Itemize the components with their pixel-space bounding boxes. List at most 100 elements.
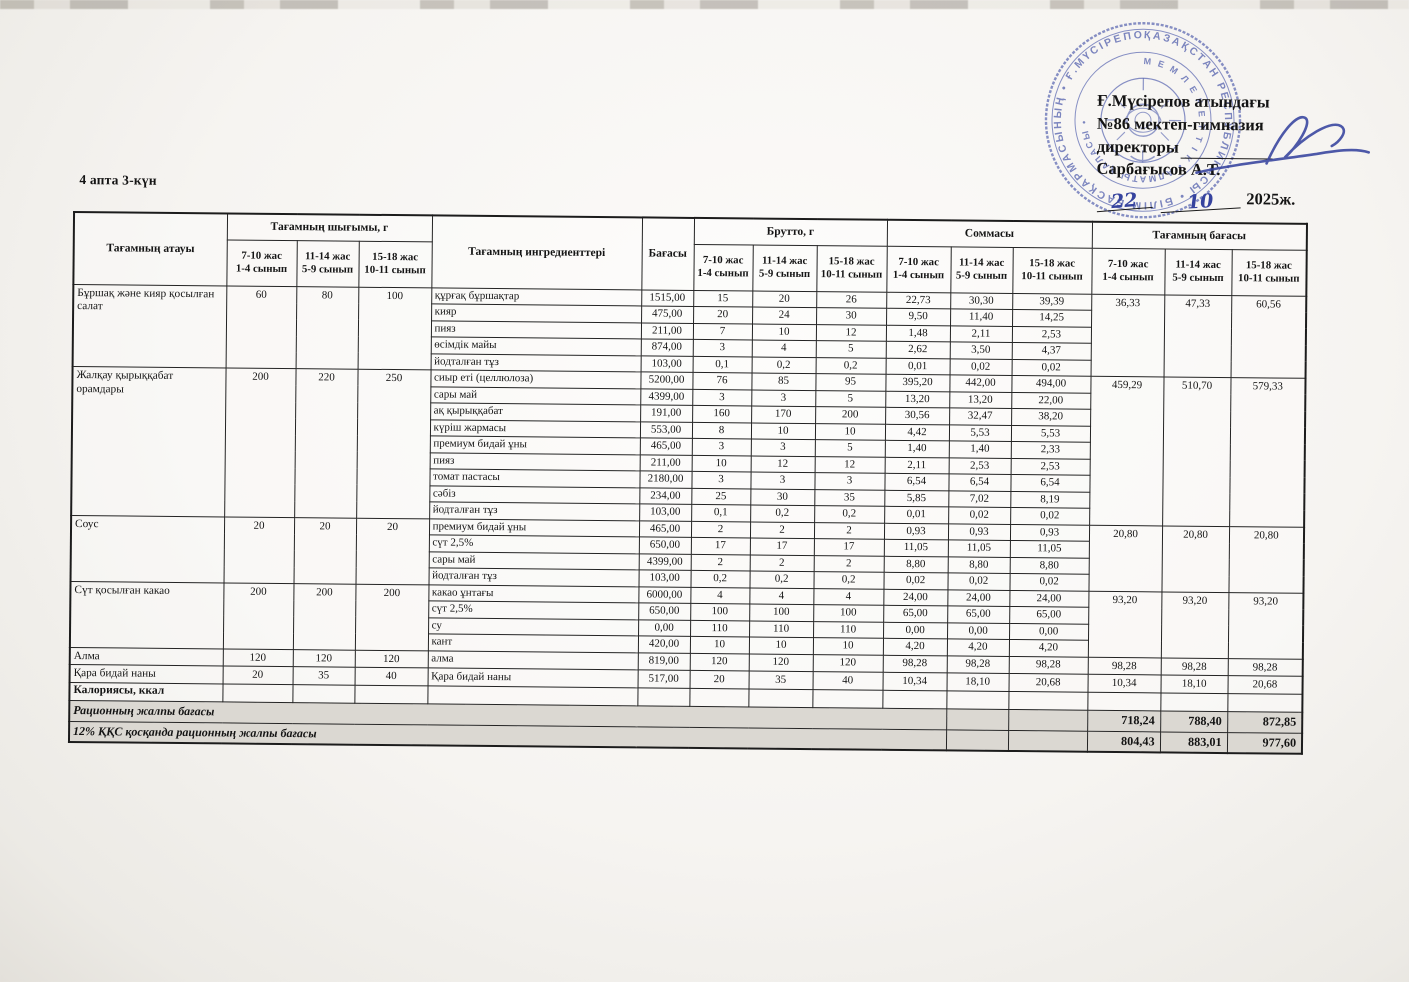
brutto-cell: 20 [689,670,749,689]
brutto-cell: 4 [813,588,884,606]
sum-cell: 98,28 [1008,655,1088,675]
sum-cell: 0,02 [1009,573,1089,591]
brutto-cell: 10 [748,636,814,655]
brutto-cell: 12 [750,455,815,473]
total-value-cell: 718,24 [1087,709,1161,732]
brutto-cell: 0,2 [815,357,886,375]
brutto-cell: 120 [748,653,813,672]
brutto-cell: 76 [692,372,752,390]
brutto-cell: 10 [689,636,750,654]
sum-cell: 24,00 [947,589,1010,607]
brutto-cell: 25 [691,487,751,505]
sum-cell: 65,00 [947,605,1010,623]
brutto-cell: 30 [750,488,815,506]
empty-cell [637,687,690,706]
brutto-cell: 100 [749,603,814,622]
dish-price-cell: 93,20 [1087,590,1162,658]
ingredient-price-cell: 0,00 [638,619,691,637]
dish-output-cell: 35 [292,666,355,685]
empty-cell [1008,708,1088,731]
empty-cell [1008,690,1088,710]
dish-name-cell: Алма [69,646,223,666]
dish-output-cell: 40 [354,667,428,686]
sum-cell: 11,05 [1009,540,1089,558]
brutto-cell: 10 [812,637,884,655]
brutto-cell: 110 [690,619,750,637]
dish-price-cell: 98,28 [1227,658,1303,677]
total-value-cell: 977,60 [1226,732,1303,754]
brutto-cell: 95 [815,373,886,391]
brutto-cell: 5 [815,340,886,358]
col-header-age-group: 7-10 жас 1-4 сынып [693,243,753,291]
sum-cell: 2,11 [884,456,949,474]
dish-price-cell: 20,68 [1227,675,1303,694]
sum-cell: 0,93 [1009,523,1090,542]
brutto-cell: 3 [751,389,816,407]
dish-output-cell: 20 [355,517,430,585]
dish-price-cell: 98,28 [1160,657,1228,676]
sum-cell: 22,00 [1011,391,1091,410]
sum-cell: 0,02 [883,572,948,590]
sum-cell: 4,42 [884,423,950,441]
dish-output-cell: 120 [222,648,293,667]
sum-cell: 10,34 [882,672,947,691]
dish-output-cell: 100 [357,286,432,370]
sum-cell: 4,37 [1011,342,1091,360]
col-header-age-group: 11-14 жас 5-9 сынып [1164,248,1232,296]
dish-name-cell: Қара бидай наны [69,664,223,684]
empty-cell [427,685,638,706]
sum-cell: 8,80 [1009,556,1089,575]
ingredient-price-cell: 103,00 [639,503,692,521]
brutto-cell: 5 [815,390,886,408]
ingredient-name-cell: йодталған тұз [428,567,639,587]
dish-price-cell: 93,20 [1160,591,1229,659]
empty-cell [748,688,813,708]
sum-cell: 0,01 [885,357,950,375]
brutto-cell: 170 [751,405,816,424]
ingredient-price-cell: 211,00 [639,454,692,472]
dish-name-cell: Бұршақ және кияр қосылған салат [72,283,227,368]
col-header-output: Тағамның шығымы, г [226,213,433,242]
dish-output-cell: 200 [224,367,296,518]
ingredient-price-cell: 103,00 [640,355,693,373]
ingredient-price-cell: 465,00 [639,520,692,538]
sum-cell: 30,30 [950,292,1013,310]
brutto-cell: 12 [815,324,887,342]
ingredient-price-cell: 517,00 [637,669,690,688]
empty-cell [882,689,947,709]
sum-cell: 8,80 [947,556,1010,574]
sum-cell: 8,19 [1010,490,1090,509]
dish-output-cell: 20 [222,665,293,685]
col-header-age-group: 7-10 жас 1-4 сынып [886,245,951,293]
total-value-cell: 883,01 [1159,731,1228,754]
ingredient-name-cell: өсімдік майы [430,336,641,356]
dish-price-cell: 20,80 [1161,525,1230,593]
brutto-cell: 2 [690,520,751,538]
ingredient-name-cell: су [428,617,639,636]
dish-price-cell: 18,10 [1160,674,1228,694]
sum-cell: 3,50 [949,341,1012,359]
week-day-label: 4 апта 3-күн [79,172,157,188]
brutto-cell: 10 [750,422,816,440]
sum-cell: 5,53 [1010,424,1091,443]
sum-cell: 395,20 [885,374,950,392]
ingredient-name-cell: кант [427,633,639,653]
sum-cell: 24,00 [1009,589,1089,608]
ingredient-price-cell: 5200,00 [640,371,693,389]
brutto-cell: 0,2 [749,570,814,589]
ingredient-price-cell: 2180,00 [639,470,692,488]
brutto-cell: 30 [816,307,887,325]
dish-output-cell: 200 [222,582,294,650]
ingredient-price-cell: 191,00 [640,404,693,422]
brutto-cell: 110 [813,621,884,639]
sum-cell: 13,20 [949,391,1012,409]
stamp-seal-icon: ҚАЗАҚСТАН РЕСПУБЛИКАСЫ • БІЛІМ БАСҚАРМАС… [1022,6,1242,219]
empty-cell [1087,691,1161,711]
sum-cell: 2,62 [885,341,950,359]
ingredient-price-cell: 819,00 [637,652,690,671]
ingredient-name-cell: пияз [430,320,642,339]
sum-cell: 8,80 [883,555,948,573]
sum-cell: 442,00 [949,374,1012,392]
sum-cell: 22,73 [886,291,951,309]
brutto-cell: 5 [814,439,885,457]
